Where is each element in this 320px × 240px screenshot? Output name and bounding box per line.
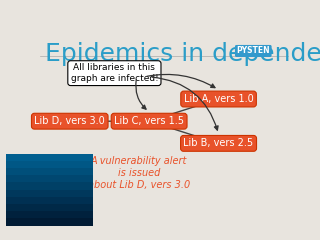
Bar	[6, 204, 93, 211]
Bar	[6, 182, 93, 190]
Text: Epidemics in dependency graphs: Epidemics in dependency graphs	[45, 42, 320, 66]
Text: All libraries in this
graph are infected!: All libraries in this graph are infected…	[70, 63, 158, 83]
Text: A vulnerability alert
is issued
about Lib D, vers 3.0: A vulnerability alert is issued about Li…	[88, 156, 190, 190]
Bar	[6, 175, 93, 182]
Bar	[6, 168, 93, 175]
Bar	[6, 211, 93, 218]
Text: Lib B, vers 2.5: Lib B, vers 2.5	[183, 138, 254, 148]
Bar	[6, 154, 93, 161]
Bar	[6, 161, 93, 168]
Text: PYSTEN: PYSTEN	[236, 47, 270, 55]
Text: Lib D, vers 3.0: Lib D, vers 3.0	[34, 116, 105, 126]
Bar	[6, 190, 93, 197]
Text: Lib C, vers 1.5: Lib C, vers 1.5	[114, 116, 184, 126]
Text: Lib A, vers 1.0: Lib A, vers 1.0	[184, 94, 253, 104]
Bar	[6, 197, 93, 204]
Bar	[6, 218, 93, 226]
